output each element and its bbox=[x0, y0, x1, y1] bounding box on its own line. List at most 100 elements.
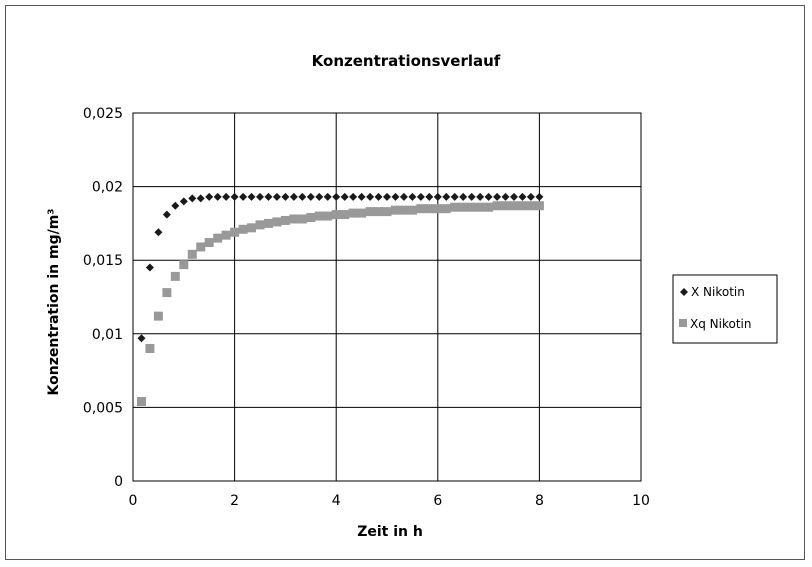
data-point bbox=[526, 192, 535, 201]
y-tick-label: 0,02 bbox=[92, 180, 123, 196]
data-point bbox=[247, 223, 257, 233]
data-point bbox=[340, 210, 350, 220]
data-point bbox=[289, 192, 298, 201]
data-point bbox=[263, 218, 273, 228]
x-axis-ticks: 0 2 4 6 8 10 bbox=[129, 493, 650, 509]
data-point bbox=[256, 192, 264, 201]
data-point bbox=[357, 192, 366, 201]
series-layer bbox=[136, 192, 544, 407]
data-point bbox=[348, 208, 358, 218]
data-point bbox=[137, 334, 146, 343]
legend-marker-xq-nikotin bbox=[679, 319, 687, 327]
data-point bbox=[510, 192, 518, 201]
data-point bbox=[222, 192, 231, 201]
data-point bbox=[424, 204, 434, 214]
data-point bbox=[323, 211, 333, 221]
data-point bbox=[407, 205, 417, 215]
legend-label-xq-nikotin: Xq Nikotin bbox=[690, 317, 751, 331]
data-point bbox=[196, 242, 206, 252]
data-point bbox=[517, 201, 527, 211]
y-tick-label: 0,025 bbox=[83, 106, 123, 122]
data-point bbox=[204, 238, 214, 248]
data-point bbox=[297, 214, 307, 224]
plot-area bbox=[132, 112, 642, 482]
data-point bbox=[535, 192, 544, 201]
data-point bbox=[154, 228, 163, 237]
series-xq-nikotin bbox=[136, 201, 544, 407]
y-axis-ticks: 0 0,005 0,01 0,015 0,02 0,025 bbox=[83, 106, 123, 490]
data-point bbox=[349, 192, 358, 201]
data-point bbox=[205, 192, 214, 201]
data-point bbox=[534, 201, 544, 211]
data-point bbox=[323, 192, 332, 201]
data-point bbox=[374, 192, 383, 201]
data-point bbox=[433, 204, 443, 214]
data-point bbox=[450, 192, 459, 201]
data-point bbox=[247, 192, 256, 201]
legend-label-x-nikotin: X Nikotin bbox=[691, 285, 745, 299]
data-point bbox=[145, 263, 154, 272]
data-point bbox=[501, 201, 511, 211]
data-point bbox=[331, 210, 341, 220]
data-point bbox=[526, 201, 536, 211]
data-point bbox=[187, 249, 197, 259]
data-point bbox=[450, 202, 460, 212]
y-tick-label: 0,015 bbox=[83, 253, 123, 269]
data-point bbox=[315, 192, 324, 201]
data-point bbox=[272, 192, 281, 201]
data-point bbox=[153, 311, 163, 321]
data-point bbox=[383, 192, 391, 201]
data-point bbox=[433, 192, 442, 201]
data-point bbox=[484, 192, 493, 201]
data-point bbox=[390, 205, 400, 215]
x-tick-label: 10 bbox=[632, 493, 650, 509]
data-point bbox=[255, 220, 265, 230]
data-point bbox=[332, 192, 341, 201]
data-point bbox=[230, 227, 240, 237]
data-point bbox=[306, 192, 315, 201]
data-point bbox=[467, 192, 476, 201]
data-point bbox=[145, 344, 155, 354]
chart-title: Konzentrationsverlauf bbox=[312, 52, 501, 70]
y-tick-label: 0 bbox=[114, 474, 123, 490]
data-point bbox=[340, 192, 349, 201]
data-point bbox=[366, 192, 375, 201]
legend-box bbox=[672, 274, 778, 344]
data-point bbox=[289, 214, 299, 224]
data-point bbox=[280, 215, 290, 225]
x-tick-label: 4 bbox=[332, 493, 341, 509]
data-point bbox=[170, 271, 180, 281]
data-point bbox=[476, 192, 485, 201]
data-point bbox=[382, 207, 392, 217]
data-point bbox=[374, 207, 384, 217]
data-point bbox=[213, 233, 223, 243]
data-point bbox=[298, 192, 307, 201]
data-point bbox=[467, 202, 477, 212]
data-point bbox=[162, 288, 172, 298]
y-tick-label: 0,01 bbox=[92, 327, 123, 343]
data-point bbox=[230, 192, 239, 201]
data-point bbox=[239, 192, 248, 201]
data-point bbox=[272, 217, 282, 227]
data-point bbox=[475, 202, 485, 212]
data-point bbox=[264, 192, 273, 201]
data-point bbox=[188, 194, 197, 203]
data-point bbox=[492, 201, 502, 211]
x-tick-label: 8 bbox=[535, 493, 544, 509]
y-tick-label: 0,005 bbox=[83, 400, 123, 416]
data-point bbox=[442, 192, 451, 201]
data-point bbox=[416, 192, 425, 201]
x-tick-label: 2 bbox=[230, 493, 239, 509]
gridlines bbox=[132, 112, 642, 482]
data-point bbox=[459, 192, 468, 201]
x-axis-title: Zeit in h bbox=[357, 524, 423, 540]
data-point bbox=[484, 202, 494, 212]
data-point bbox=[281, 192, 290, 201]
data-point bbox=[221, 230, 231, 240]
data-point bbox=[171, 201, 180, 210]
data-point bbox=[441, 204, 451, 214]
data-point bbox=[509, 201, 519, 211]
legend: X Nikotin Xq Nikotin bbox=[672, 274, 778, 344]
data-point bbox=[493, 192, 502, 201]
data-point bbox=[136, 397, 146, 407]
